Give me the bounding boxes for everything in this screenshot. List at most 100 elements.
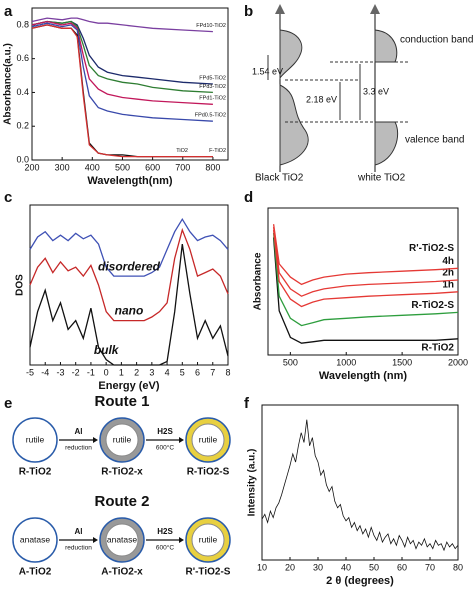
dos-shape bbox=[279, 84, 309, 166]
band-label: valence band bbox=[405, 135, 465, 146]
panel-label: f bbox=[244, 395, 250, 412]
gap-label: 2.18 eV bbox=[306, 94, 337, 104]
arrow-head bbox=[179, 537, 184, 543]
series-line bbox=[31, 20, 213, 94]
panel-label: c bbox=[4, 189, 12, 206]
series-line bbox=[31, 22, 213, 122]
series-label: R-TiO2-S bbox=[411, 300, 454, 311]
series-line bbox=[31, 20, 213, 85]
particle-core bbox=[191, 423, 225, 457]
x-axis-label: Wavelength(nm) bbox=[87, 175, 172, 187]
series-label: TiO2 bbox=[176, 148, 188, 154]
y-tick-label: 0.2 bbox=[16, 121, 29, 131]
x-tick-label: 3 bbox=[149, 367, 154, 377]
particle-label: anatase bbox=[107, 534, 138, 544]
x-tick-label: 800 bbox=[205, 162, 220, 172]
x-tick-label: 6 bbox=[195, 367, 200, 377]
panel-label: b bbox=[244, 3, 253, 20]
particle-label: anatase bbox=[20, 534, 51, 544]
x-axis-label: Wavelength (nm) bbox=[319, 370, 408, 382]
y-tick-label: 0.0 bbox=[16, 154, 29, 164]
x-tick-label: 10 bbox=[257, 562, 267, 572]
x-tick-label: 70 bbox=[425, 562, 435, 572]
x-axis-label: Energy (eV) bbox=[98, 380, 159, 392]
series-label: 2h bbox=[442, 268, 454, 279]
series-line bbox=[272, 224, 459, 286]
plot-frame bbox=[261, 404, 459, 561]
x-tick-label: 30 bbox=[313, 562, 323, 572]
sample-label: R-TiO2-x bbox=[101, 467, 143, 478]
x-tick-label: 700 bbox=[175, 162, 190, 172]
particle-label: rutile bbox=[199, 434, 218, 444]
arrow-bottom: reduction bbox=[65, 545, 92, 552]
series-label: nano bbox=[115, 304, 144, 318]
plot-frame bbox=[29, 204, 229, 366]
plot-frame bbox=[267, 207, 459, 356]
x-tick-label: 60 bbox=[397, 562, 407, 572]
x-tick-label: 80 bbox=[453, 562, 463, 572]
band-label: conduction band bbox=[400, 35, 473, 46]
arrow-head bbox=[370, 4, 380, 14]
y-axis-label: Absorbance bbox=[253, 252, 264, 310]
particle-label: rutile bbox=[199, 534, 218, 544]
series-line bbox=[29, 227, 229, 322]
route-title: Route 2 bbox=[94, 493, 149, 510]
series-line bbox=[31, 17, 213, 33]
x-tick-label: -2 bbox=[72, 367, 80, 377]
annotation: R'-TiO2-S bbox=[409, 243, 454, 254]
x-axis-label: 2 θ (degrees) bbox=[326, 575, 394, 587]
x-tick-label: 400 bbox=[85, 162, 100, 172]
x-tick-label: -3 bbox=[56, 367, 64, 377]
x-tick-label: -1 bbox=[87, 367, 95, 377]
y-axis-label: Absorbance(a.u.) bbox=[3, 43, 14, 125]
particle-label: rutile bbox=[113, 434, 132, 444]
sample-label: R'-TiO2-S bbox=[186, 567, 231, 578]
panel-label: e bbox=[4, 395, 12, 412]
series-label: bulk bbox=[94, 343, 120, 357]
sample-label: R-TiO2 bbox=[19, 467, 52, 478]
dos-shape bbox=[374, 121, 399, 166]
x-tick-label: 4 bbox=[165, 367, 170, 377]
x-tick-label: 7 bbox=[210, 367, 215, 377]
series-label: R-TiO2 bbox=[421, 342, 454, 353]
series-label: FPd1-TiO2 bbox=[199, 96, 226, 102]
particle bbox=[12, 517, 58, 563]
x-tick-label: 20 bbox=[285, 562, 295, 572]
series-label: FPd10-TiO2 bbox=[196, 23, 226, 29]
x-tick-label: 8 bbox=[225, 367, 230, 377]
series-label: 4h bbox=[442, 256, 454, 267]
arrow-bottom: 600°C bbox=[156, 544, 174, 552]
x-tick-label: 1000 bbox=[336, 357, 356, 367]
y-axis-label: DOS bbox=[15, 274, 26, 296]
arrow-top: Al bbox=[75, 527, 83, 536]
x-tick-label: 300 bbox=[55, 162, 70, 172]
series-label: 1h bbox=[442, 279, 454, 290]
x-tick-label: -5 bbox=[26, 367, 34, 377]
series-line bbox=[272, 232, 459, 327]
series-line bbox=[261, 419, 459, 552]
arrow-head bbox=[93, 537, 98, 543]
x-tick-label: 50 bbox=[369, 562, 379, 572]
series-label: FPd5-TiO2 bbox=[199, 75, 226, 81]
series-line bbox=[29, 244, 229, 366]
x-tick-label: 40 bbox=[341, 562, 351, 572]
band-diagram: 1.54 eV 2.18 eV 3.3 eV conduction band v… bbox=[252, 4, 473, 184]
plot-frame bbox=[31, 7, 229, 161]
particle bbox=[12, 417, 58, 463]
series-line bbox=[272, 227, 459, 297]
x-tick-label: 1 bbox=[119, 367, 124, 377]
arrow-head bbox=[179, 437, 184, 443]
x-tick-label: -4 bbox=[41, 367, 49, 377]
series-label: FPd0.5-TiO2 bbox=[195, 113, 226, 119]
material-label: white TiO2 bbox=[357, 173, 406, 184]
x-tick-label: 1500 bbox=[392, 357, 412, 367]
series-line bbox=[272, 230, 459, 308]
arrow-bottom: reduction bbox=[65, 445, 92, 452]
x-tick-label: 600 bbox=[145, 162, 160, 172]
arrow-head bbox=[93, 437, 98, 443]
x-tick-label: 5 bbox=[180, 367, 185, 377]
x-tick-label: 500 bbox=[115, 162, 130, 172]
arrow-head bbox=[275, 4, 285, 14]
x-tick-label: 0 bbox=[104, 367, 109, 377]
